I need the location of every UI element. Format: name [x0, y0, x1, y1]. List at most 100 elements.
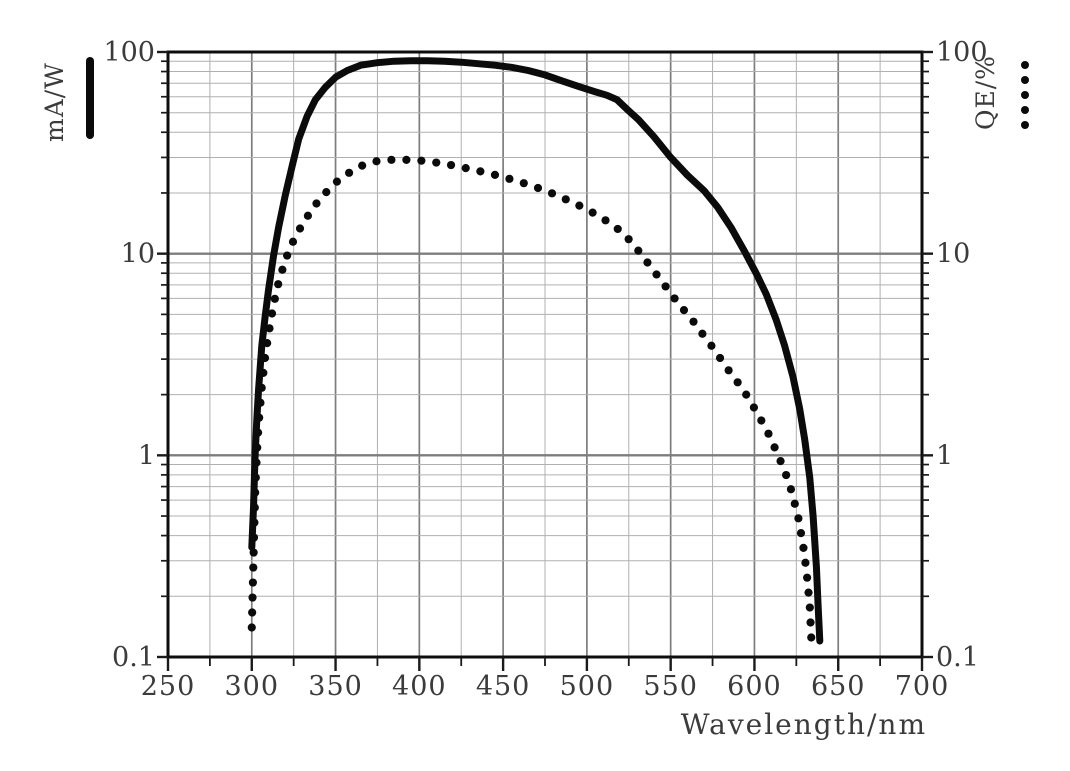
x-tick-label: 700	[895, 671, 950, 702]
qe-dot	[267, 309, 277, 318]
qe-dot	[782, 470, 791, 480]
qe-dot	[312, 199, 321, 208]
qe-dot	[643, 258, 652, 267]
series-dotted-qe	[247, 155, 816, 642]
qe-dot	[724, 366, 733, 375]
qe-dot	[805, 603, 814, 612]
x-axis-title: Wavelength/nm	[680, 708, 927, 741]
y-right-tick-label: 0.1	[936, 642, 979, 673]
y-right-tick-label: 100	[936, 37, 988, 68]
qe-dot	[803, 573, 812, 582]
grid-lines	[168, 52, 922, 657]
qe-dot	[322, 188, 331, 197]
x-tick-label: 600	[727, 671, 782, 702]
qe-dot	[490, 170, 500, 180]
qe-dot	[561, 195, 570, 204]
qe-dot	[786, 485, 796, 494]
x-tick-label: 400	[392, 671, 447, 702]
qe-dot	[505, 174, 514, 183]
qe-dot	[624, 235, 633, 244]
x-tick-label: 300	[225, 671, 280, 702]
qe-dot	[432, 158, 441, 167]
qe-dot	[248, 578, 258, 587]
qe-dot	[248, 593, 257, 602]
y-left-tick-label: 10	[121, 239, 155, 270]
dotted-line-legend-marker	[1021, 61, 1029, 129]
data-series	[247, 57, 824, 645]
legend-dot	[1021, 76, 1029, 84]
right-axis-label: QE/%	[971, 55, 1000, 130]
qe-dot	[248, 608, 257, 617]
qe-dot	[358, 161, 367, 170]
legend-dot	[1021, 121, 1029, 129]
qe-dot	[476, 167, 485, 176]
qe-dot	[733, 378, 742, 387]
series-solid-ma-w	[248, 57, 824, 645]
left-axis-label: mA/W	[40, 62, 69, 142]
qe-dot	[634, 246, 643, 255]
x-tick-label: 450	[476, 671, 531, 702]
qe-dot	[274, 280, 283, 289]
y-left-tick-label: 0.1	[112, 642, 155, 673]
qe-dot	[679, 306, 689, 315]
qe-dot	[742, 390, 751, 399]
qe-dot	[794, 514, 803, 523]
y-right-tick-label: 10	[936, 239, 970, 270]
qe-dot	[804, 588, 813, 597]
qe-dot	[764, 429, 773, 438]
axis-ticks	[157, 50, 933, 671]
qe-dot	[652, 270, 661, 279]
qe-dot	[417, 156, 426, 165]
qe-dot	[372, 157, 381, 166]
qe-dot	[707, 341, 716, 350]
qe-dot	[303, 211, 313, 220]
legend-dot	[1021, 91, 1029, 99]
qe-dot	[461, 164, 470, 173]
qe-dot	[402, 155, 411, 165]
qe-dot	[387, 155, 396, 164]
qe-dot	[715, 353, 725, 363]
qe-dot	[757, 416, 766, 425]
qe-dot	[446, 160, 456, 170]
qe-dot	[288, 237, 298, 246]
qe-dot	[547, 189, 557, 198]
qe-dot	[806, 618, 815, 627]
y-left-tick-label: 100	[103, 37, 155, 68]
qe-dot	[283, 251, 292, 260]
y-right-tick-label: 1	[936, 440, 953, 471]
qe-dot	[588, 208, 597, 217]
qe-dot	[270, 294, 279, 303]
y-left-tick-label: 1	[138, 440, 155, 471]
x-tick-label: 650	[811, 671, 866, 702]
x-tick-label: 350	[308, 671, 363, 702]
qe-dot	[796, 528, 806, 538]
qe-dot	[613, 224, 622, 234]
qe-dot	[533, 183, 543, 193]
qe-dot	[807, 633, 816, 642]
qe-dot	[799, 543, 808, 552]
x-tick-label: 500	[560, 671, 615, 702]
qe-dot	[661, 282, 670, 291]
qe-dot	[519, 179, 528, 188]
qe-dot	[295, 224, 305, 233]
legend-dot	[1021, 61, 1029, 69]
qe-dot	[698, 329, 707, 338]
x-tick-label: 550	[643, 671, 698, 702]
qe-dot	[770, 443, 779, 452]
qe-dot	[776, 457, 785, 466]
solid-line-legend-marker	[86, 57, 94, 139]
qe-dot	[670, 294, 679, 303]
qe-dot	[689, 317, 698, 326]
qe-dot	[249, 563, 258, 572]
qe-dot	[344, 168, 354, 177]
tick-labels: 250 300 350 400 450 500 550 600 650 700 100 10 1 0.1 1…	[103, 37, 987, 702]
qe-dot	[749, 403, 759, 412]
qe-dot	[801, 558, 810, 567]
legend-dot	[1021, 106, 1029, 114]
qe-dot	[790, 499, 799, 508]
qe-dot	[575, 201, 584, 210]
qe-dot	[601, 216, 610, 225]
qe-dot	[332, 177, 342, 186]
